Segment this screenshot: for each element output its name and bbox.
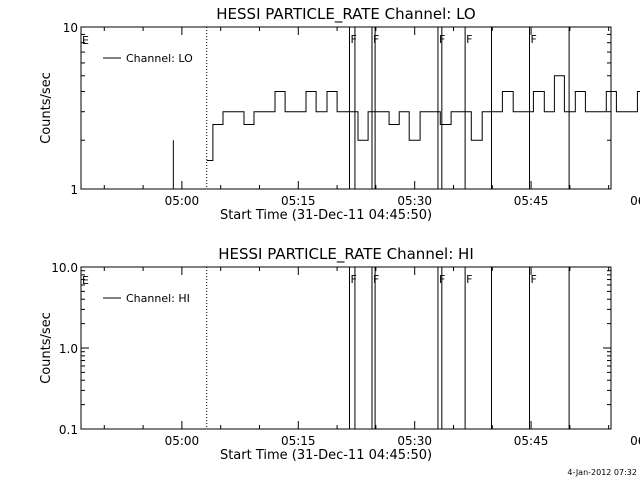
generation-timestamp: 4-Jan-2012 07:32 — [567, 468, 637, 477]
legend-label: Channel: LO — [126, 52, 193, 65]
flare-marker-label: F — [531, 273, 537, 286]
x-tick-label: 06:00 — [630, 434, 640, 448]
x-tick-label: 05:45 — [514, 434, 549, 448]
y-tick-label: 1.0 — [59, 342, 78, 356]
chart-title: HESSI PARTICLE_RATE Channel: HI — [218, 245, 474, 264]
y-tick-label: 0.1 — [59, 423, 78, 437]
plot-frame — [80, 26, 612, 190]
flare-marker-label: F — [373, 33, 379, 46]
x-tick-label: 05:15 — [281, 434, 316, 448]
flare-marker-label: F — [531, 33, 537, 46]
series-line — [206, 75, 640, 161]
x-axis-label: Start Time (31-Dec-11 04:45:50) — [220, 448, 432, 463]
x-tick-label: 05:30 — [397, 434, 432, 448]
flare-marker-label: F — [350, 33, 356, 46]
legend-label: Channel: HI — [126, 292, 190, 305]
x-tick-label: 05:15 — [281, 194, 316, 208]
flare-marker-label: F — [466, 33, 472, 46]
eclipse-edge-label: E — [82, 34, 89, 47]
flare-marker-label: F — [350, 273, 356, 286]
y-axis-label: Counts/sec — [39, 72, 54, 144]
x-tick-label: 05:30 — [397, 194, 432, 208]
flare-marker-label: F — [373, 273, 379, 286]
y-axis-label: Counts/sec — [39, 312, 54, 384]
chart-title: HESSI PARTICLE_RATE Channel: LO — [216, 5, 475, 24]
y-tick-label: 1 — [70, 183, 78, 197]
hi-channel-panel: HESSI PARTICLE_RATE Channel: HI 05:00 05:1… — [39, 245, 640, 463]
x-tick-label: 05:45 — [514, 194, 549, 208]
x-axis-label: Start Time (31-Dec-11 04:45:50) — [220, 208, 432, 223]
eclipse-edge-label: E — [82, 274, 89, 287]
x-tick-label: 06:00 — [630, 194, 640, 208]
flare-marker-label: F — [466, 273, 472, 286]
y-tick-label: 10.0 — [51, 261, 78, 275]
x-tick-label: 05:00 — [165, 434, 200, 448]
lo-channel-panel: HESSI PARTICLE_RATE Channel: LO 05:00 05:1… — [39, 5, 640, 223]
x-tick-label: 05:00 — [165, 194, 200, 208]
y-tick-label: 10 — [63, 21, 78, 35]
